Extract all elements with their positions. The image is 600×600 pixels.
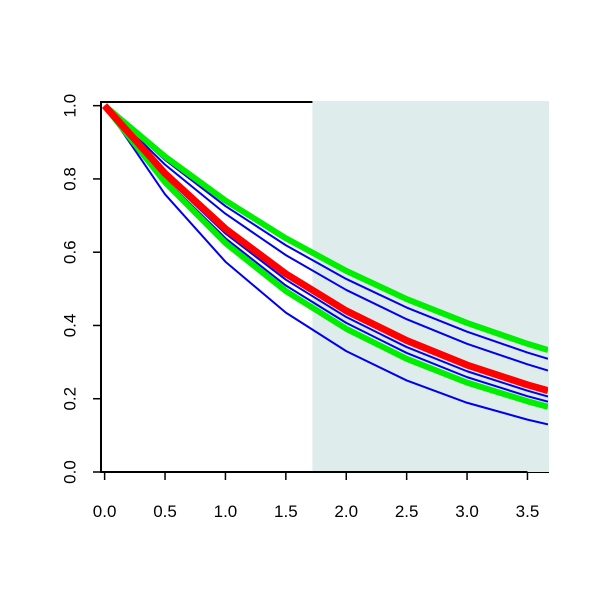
- y-tick-label: 0.6: [60, 240, 79, 264]
- shaded-region: [312, 101, 549, 472]
- y-tick-label: 0.0: [60, 460, 79, 484]
- curve: [102, 103, 548, 395]
- curve: [102, 103, 548, 353]
- x-tick-label: 2.5: [395, 502, 419, 521]
- x-tick-label: 0.0: [93, 502, 117, 521]
- x-tick-label: 2.0: [334, 502, 358, 521]
- x-tick-label: 3.5: [516, 502, 540, 521]
- curve: [103, 104, 548, 360]
- x-tick-label: 1.0: [214, 502, 238, 521]
- y-tick-label: 0.2: [60, 387, 79, 411]
- x-tick-label: 1.5: [274, 502, 298, 521]
- x-tick-label: 0.5: [153, 502, 177, 521]
- x-tick-label: 3.0: [455, 502, 479, 521]
- y-tick-label: 0.8: [60, 167, 79, 191]
- curve: [103, 104, 548, 372]
- curve: [102, 103, 548, 410]
- curve: [103, 105, 548, 426]
- y-tick-label: 1.0: [60, 94, 79, 118]
- y-tick-label: 0.4: [60, 314, 79, 338]
